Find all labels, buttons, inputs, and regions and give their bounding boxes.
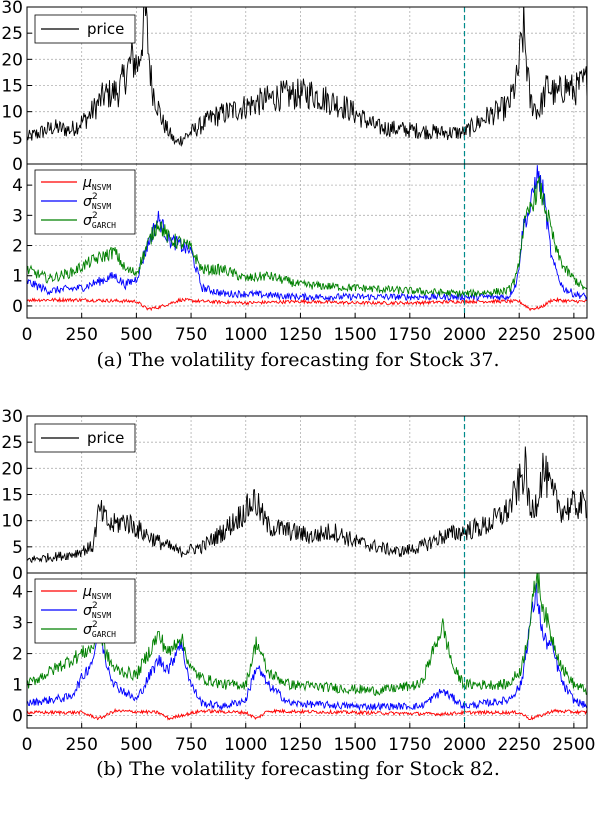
series-line-sigma2-garch — [27, 573, 587, 697]
y-tick-label: 30 — [1, 407, 23, 427]
y-tick-label: 3 — [12, 614, 23, 634]
y-tick-label: 0 — [12, 707, 23, 727]
y-tick-label: 2 — [12, 237, 23, 257]
legend: price — [34, 423, 136, 453]
y-tick-label: 20 — [1, 50, 23, 70]
legend-label-superscript: 2 — [92, 620, 98, 630]
x-tick-label: 2000 — [443, 325, 486, 345]
panel-stock82-price: 0 5 10 15 20 25 30 price — [1, 407, 588, 584]
y-tick-label: 5 — [12, 129, 23, 149]
series-line-sigma2-nsvm — [27, 165, 587, 302]
x-tick-label: 1750 — [388, 325, 431, 345]
plot-area — [27, 573, 587, 721]
plot-area — [27, 446, 587, 564]
x-tick-label: 0 — [22, 735, 33, 755]
x-tick-label: 2250 — [498, 325, 541, 345]
x-tick-label: 500 — [120, 735, 152, 755]
axes-frame — [26, 163, 588, 319]
axes-frame — [26, 572, 588, 729]
x-tick-label: 500 — [120, 325, 152, 345]
series-line-price — [27, 7, 587, 147]
y-tick-label: 20 — [1, 459, 23, 479]
x-tick-label: 2500 — [552, 325, 595, 345]
legend-label-superscript: 2 — [92, 601, 98, 611]
panel-stock37-volatility: 0 1 2 3 4 0 250 500 750 1000 1250 1500 1750 2000 2250 2… — [12, 163, 596, 345]
series-line-mu-nsvm — [27, 707, 587, 721]
legend-box — [34, 169, 136, 235]
x-tick-label: 2250 — [498, 735, 541, 755]
panel-stock37-price: 0 5 10 15 20 25 30 price — [1, 0, 588, 175]
y-tick-label: 2 — [12, 645, 23, 665]
y-tick-label: 25 — [1, 24, 23, 44]
legend-label-superscript: 2 — [92, 192, 98, 202]
x-tick-label: 1250 — [279, 735, 322, 755]
y-tick-label: 1 — [12, 676, 23, 696]
caption-stock-37: (a) The volatility forecasting for Stock… — [96, 349, 500, 371]
legend-label-price: price — [87, 20, 124, 38]
legend-label-superscript: 2 — [92, 211, 98, 221]
y-tick-label: 25 — [1, 433, 23, 453]
y-tick-label: 10 — [1, 103, 23, 123]
x-tick-label: 1000 — [224, 325, 267, 345]
x-tick-label: 2500 — [552, 735, 595, 755]
y-tick-label: 1 — [12, 267, 23, 287]
x-tick-label: 1500 — [333, 325, 376, 345]
plot-area — [27, 165, 587, 312]
y-tick-label: 0 — [12, 564, 23, 584]
x-tick-label: 250 — [65, 325, 97, 345]
x-tick-label: 1250 — [279, 325, 322, 345]
x-tick-label: 750 — [175, 735, 207, 755]
x-tick-label: 2000 — [443, 735, 486, 755]
series-line-sigma2-garch — [27, 175, 587, 298]
y-tick-label: 4 — [12, 176, 23, 196]
x-tick-label: 0 — [22, 325, 33, 345]
y-tick-label: 4 — [12, 583, 23, 603]
y-tick-label: 10 — [1, 512, 23, 532]
y-tick-label: 0 — [12, 297, 23, 317]
legend-box — [34, 578, 136, 644]
y-tick-label: 15 — [1, 486, 23, 506]
x-tick-label: 250 — [65, 735, 97, 755]
y-tick-label: 30 — [1, 0, 23, 18]
legend: price — [34, 14, 136, 44]
plot-area — [27, 7, 587, 147]
x-tick-label: 1500 — [333, 735, 376, 755]
series-line-mu-nsvm — [27, 296, 587, 312]
legend-label-price: price — [87, 429, 124, 447]
series-line-sigma2-nsvm — [27, 582, 587, 712]
y-tick-label: 0 — [12, 155, 23, 175]
x-tick-label: 750 — [175, 325, 207, 345]
caption-stock-82: (b) The volatility forecasting for Stock… — [96, 758, 500, 780]
y-tick-label: 15 — [1, 77, 23, 97]
x-tick-label: 1000 — [224, 735, 267, 755]
x-tick-label: 1750 — [388, 735, 431, 755]
y-tick-label: 3 — [12, 206, 23, 226]
series-line-price — [27, 446, 587, 564]
panel-stock82-volatility: 0 1 2 3 4 0 250 500 750 1000 1250 1500 1750 2000 2250 2… — [12, 572, 596, 755]
y-tick-label: 5 — [12, 538, 23, 558]
